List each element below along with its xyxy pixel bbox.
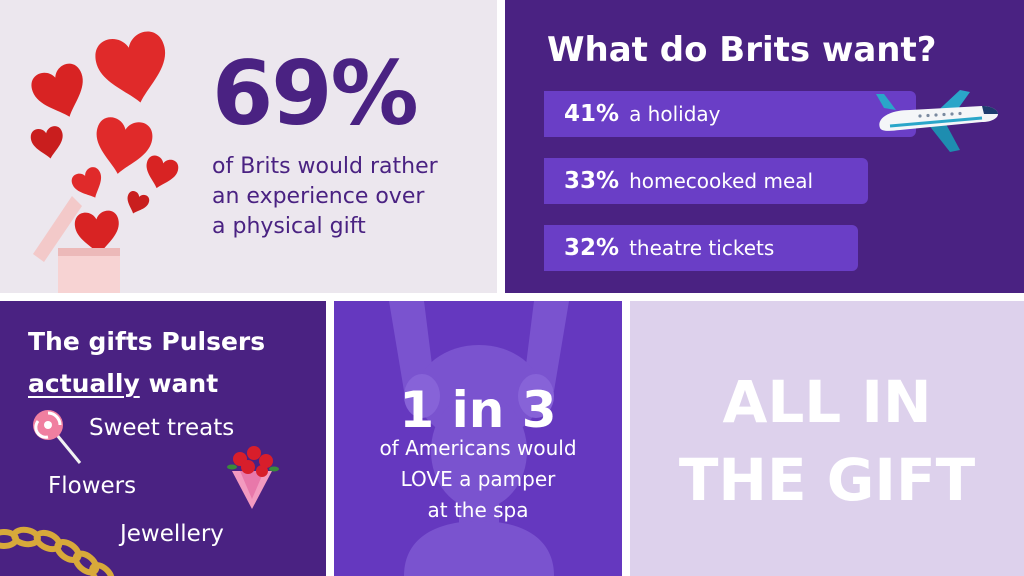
title-rest: want xyxy=(139,369,219,398)
spa-woman-illustration xyxy=(389,301,569,576)
closing-line: THE GIFT xyxy=(678,446,976,514)
heart-icon xyxy=(27,60,94,126)
stat-line: an experience over xyxy=(212,184,425,209)
stat-line: a physical gift xyxy=(212,214,366,239)
title-line: actually want xyxy=(28,363,265,405)
stat-description: of Brits would rather an experience over… xyxy=(212,152,492,242)
roses-bouquet-icon xyxy=(227,446,279,509)
experience-stat-panel: 69% of Brits would rather an experience … xyxy=(0,0,497,293)
bar-label: homecooked meal xyxy=(629,169,814,193)
panel-title: What do Brits want? xyxy=(547,30,937,70)
spa-line: LOVE a pamper xyxy=(400,467,556,491)
gift-item-flowers: Flowers xyxy=(48,473,137,499)
panel-title: The gifts Pulsers actually want xyxy=(28,321,265,405)
stat-line: of Brits would rather xyxy=(212,154,438,179)
bar-label: a holiday xyxy=(629,102,721,126)
spa-panel: 1 in 3 of Americans would LOVE a pamper … xyxy=(334,301,622,576)
spa-line: of Americans would xyxy=(379,436,577,460)
bar-homecooked-meal: 33% homecooked meal xyxy=(544,158,868,204)
bar-percent: 33% xyxy=(564,168,620,194)
spa-description: of Americans would LOVE a pamper at the … xyxy=(334,433,622,526)
closing-panel: ALL IN THE GIFT xyxy=(630,301,1024,576)
bar-holiday: 41% a holiday xyxy=(544,91,916,137)
gift-item-jewellery: Jewellery xyxy=(120,521,224,547)
stat-percent: 69% xyxy=(212,42,419,145)
bar-label: theatre tickets xyxy=(629,236,775,260)
pulsers-gifts-panel: The gifts Pulsers actually want Sweet tr… xyxy=(0,301,326,576)
closing-headline: ALL IN THE GIFT xyxy=(630,363,1024,519)
closing-line: ALL IN xyxy=(722,368,932,436)
spa-line: at the spa xyxy=(427,498,529,522)
heart-icon xyxy=(69,164,109,205)
bar-percent: 41% xyxy=(564,101,620,127)
gold-chain-icon xyxy=(0,526,115,576)
title-emphasis: actually xyxy=(28,369,140,398)
heart-icon xyxy=(122,189,151,218)
heart-icon xyxy=(92,28,175,110)
bar-percent: 32% xyxy=(564,235,620,261)
gift-box-icon xyxy=(33,196,120,293)
hearts-gift-illustration xyxy=(27,28,181,293)
brits-want-panel: What do Brits want? 41% a holiday 33% ho… xyxy=(505,0,1024,293)
gift-item-sweet-treats: Sweet treats xyxy=(89,415,235,441)
heart-icon xyxy=(90,115,155,179)
bar-theatre-tickets: 32% theatre tickets xyxy=(544,225,858,271)
airplane-icon xyxy=(876,90,998,152)
heart-icon xyxy=(141,153,181,193)
spa-stat: 1 in 3 xyxy=(399,381,557,439)
title-line: The gifts Pulsers xyxy=(28,327,266,356)
lollipop-icon xyxy=(33,410,82,464)
heart-icon xyxy=(29,124,67,162)
